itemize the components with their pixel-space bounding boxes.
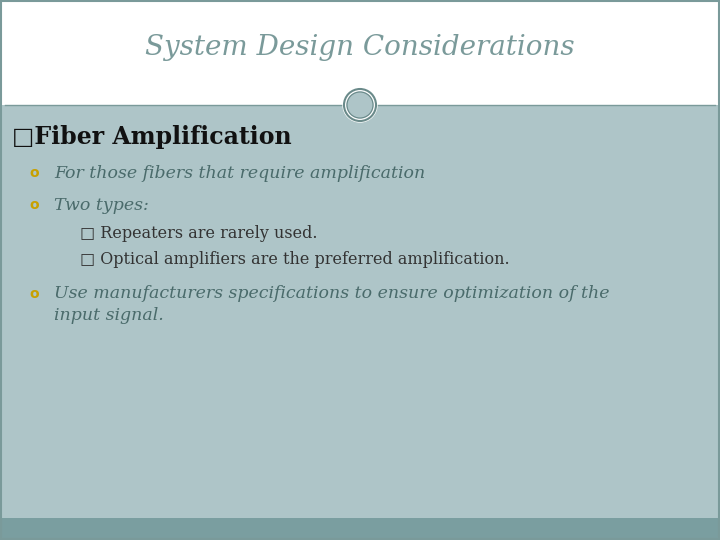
Bar — [0, 105, 720, 518]
Text: For those fibers that require amplification: For those fibers that require amplificat… — [54, 165, 426, 181]
Text: □ Optical amplifiers are the preferred amplification.: □ Optical amplifiers are the preferred a… — [80, 251, 510, 267]
Text: □Fiber Amplification: □Fiber Amplification — [12, 125, 292, 149]
Bar — [0, 518, 720, 540]
Text: Use manufacturers specifications to ensure optimization of the: Use manufacturers specifications to ensu… — [54, 286, 610, 302]
Text: Two types:: Two types: — [54, 197, 149, 213]
Circle shape — [343, 88, 377, 122]
Text: o: o — [30, 287, 39, 301]
Circle shape — [347, 92, 373, 118]
Text: System Design Considerations: System Design Considerations — [145, 34, 575, 61]
Bar — [0, 0, 720, 105]
Text: o: o — [30, 166, 39, 180]
Text: o: o — [30, 198, 39, 212]
Text: □ Repeaters are rarely used.: □ Repeaters are rarely used. — [80, 225, 318, 241]
Text: input signal.: input signal. — [54, 307, 163, 325]
